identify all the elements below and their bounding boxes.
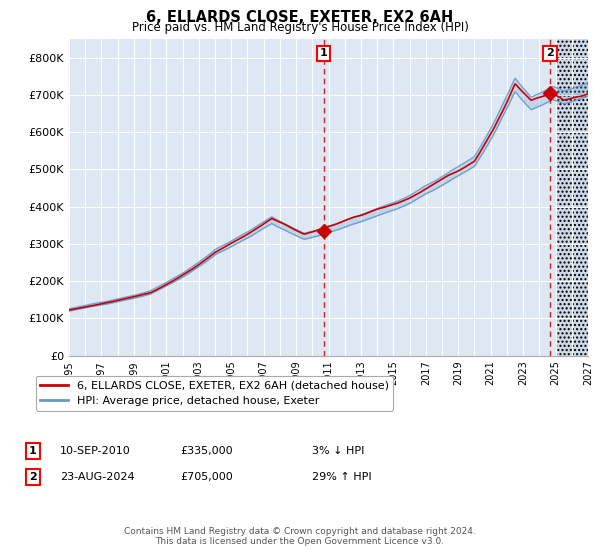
Text: 2: 2 [29, 472, 37, 482]
Text: Price paid vs. HM Land Registry's House Price Index (HPI): Price paid vs. HM Land Registry's House … [131, 21, 469, 34]
Text: 3% ↓ HPI: 3% ↓ HPI [312, 446, 364, 456]
Text: 2: 2 [546, 48, 554, 58]
Text: 1: 1 [29, 446, 37, 456]
Bar [556, 39, 588, 356]
Text: £335,000: £335,000 [180, 446, 233, 456]
Text: 10-SEP-2010: 10-SEP-2010 [60, 446, 131, 456]
Text: 29% ↑ HPI: 29% ↑ HPI [312, 472, 371, 482]
Text: Contains HM Land Registry data © Crown copyright and database right 2024.
This d: Contains HM Land Registry data © Crown c… [124, 526, 476, 546]
Text: £705,000: £705,000 [180, 472, 233, 482]
Legend: 6, ELLARDS CLOSE, EXETER, EX2 6AH (detached house), HPI: Average price, detached: 6, ELLARDS CLOSE, EXETER, EX2 6AH (detac… [35, 376, 393, 410]
Bar [556, 39, 588, 356]
Text: 1: 1 [320, 48, 328, 58]
Text: 6, ELLARDS CLOSE, EXETER, EX2 6AH: 6, ELLARDS CLOSE, EXETER, EX2 6AH [146, 10, 454, 25]
Text: 23-AUG-2024: 23-AUG-2024 [60, 472, 134, 482]
